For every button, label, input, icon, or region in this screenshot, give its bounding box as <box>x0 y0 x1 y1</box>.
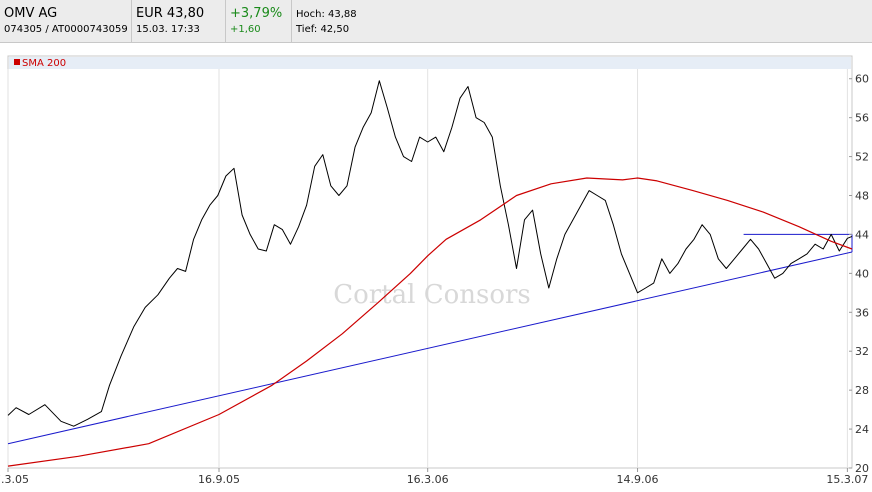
grid <box>7 69 848 468</box>
trendline <box>7 251 853 445</box>
y-tick-label: 20 <box>855 462 869 475</box>
y-tick-label: 52 <box>855 151 869 164</box>
x-tick-label: 17.3.05 <box>0 473 29 486</box>
price-datetime: 15.03. 17:33 <box>136 24 200 35</box>
trendlines <box>7 233 853 445</box>
last-price: EUR 43,80 <box>136 6 205 21</box>
y-tick-label: 36 <box>855 306 869 319</box>
y-axis: 20 24 28 32 36 40 44 48 52 56 60 <box>849 73 869 475</box>
watermark-text: Cortal Consors <box>333 280 531 310</box>
price-line <box>7 80 853 427</box>
instrument-cell: OMV AG 074305 / AT0000743059 <box>0 0 132 42</box>
instrument-ids: 074305 / AT0000743059 <box>4 24 128 35</box>
legend-label: SMA 200 <box>22 58 66 69</box>
price-cell: EUR 43,80 15.03. 17:33 <box>132 0 226 42</box>
x-axis: 17.3.05 16.9.05 16.3.06 14.9.06 15.3.07 <box>0 468 868 486</box>
legend-swatch <box>14 59 20 65</box>
change-cell: +3,79% +1,60 <box>226 0 292 42</box>
price-chart: SMA 200 Cortal Consors 20 24 28 32 36 40 44 48 5… <box>0 55 869 486</box>
watermark: Cortal Consors <box>333 280 531 310</box>
y-tick-label: 32 <box>855 345 869 358</box>
y-tick-label: 48 <box>855 190 869 203</box>
y-tick-label: 44 <box>855 228 869 241</box>
quote-header: OMV AG 074305 / AT0000743059 EUR 43,80 1… <box>0 0 872 43</box>
x-tick-label: 14.9.06 <box>617 473 659 486</box>
change-absolute: +1,60 <box>230 24 261 35</box>
plot-frame <box>7 55 853 469</box>
y-tick-label: 60 <box>855 73 869 86</box>
y-tick-label: 40 <box>855 267 869 280</box>
x-tick-label: 16.3.06 <box>407 473 449 486</box>
series-lines <box>7 80 853 467</box>
y-tick-label: 56 <box>855 112 869 125</box>
change-percent: +3,79% <box>230 6 283 21</box>
day-low: Tief: 42,50 <box>296 24 350 35</box>
x-tick-label: 15.3.07 <box>826 473 868 486</box>
x-tick-label: 16.9.05 <box>198 473 240 486</box>
day-high: Hoch: 43,88 <box>296 9 357 20</box>
high-low-cell: Hoch: 43,88 Tief: 42,50 <box>292 0 402 42</box>
y-tick-label: 24 <box>855 423 869 436</box>
instrument-name: OMV AG <box>4 6 58 21</box>
legend-bar <box>9 57 851 69</box>
sma-200-line <box>7 177 853 467</box>
y-tick-label: 28 <box>855 384 869 397</box>
